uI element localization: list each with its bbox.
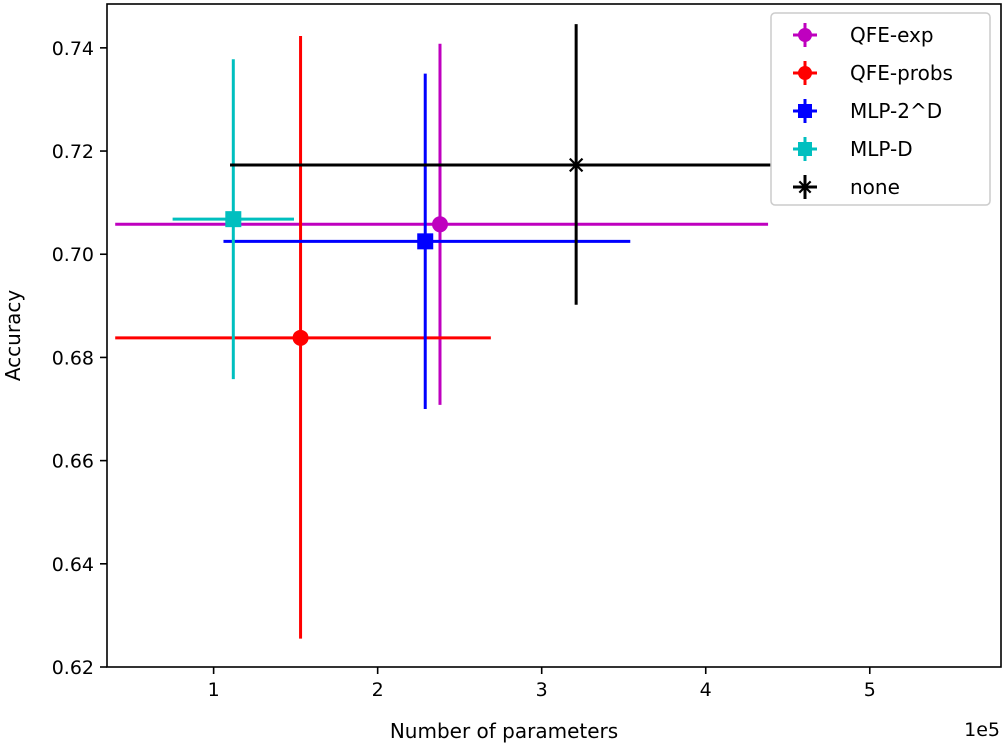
data-point-0 (431, 216, 448, 233)
axes: 1 2 3 4 5 0.62 0.64 0.66 0.68 0.70 0.72 0.74 (52, 3, 1002, 701)
legend-marker-0 (798, 28, 812, 42)
legend-entry-0: QFE-exp (793, 23, 934, 47)
legend-label-1: QFE-probs (850, 61, 953, 85)
data-point-1 (292, 329, 309, 346)
y-tick-label-1: 0.64 (52, 554, 94, 576)
legend-marker-2 (798, 104, 812, 118)
x-tick-label-0: 1 (208, 679, 220, 701)
data-point-4 (567, 155, 586, 174)
x-axis-label: Number of parameters (390, 719, 618, 743)
y-tick-label-4: 0.70 (52, 244, 94, 266)
series-3 (172, 59, 295, 380)
data-point-3 (225, 211, 242, 228)
y-tick-label-3: 0.68 (52, 347, 94, 369)
legend-entry-1: QFE-probs (793, 61, 953, 85)
legend-entry-4: none (793, 175, 900, 199)
legend-marker-1 (798, 66, 812, 80)
plot-frame (106, 3, 1002, 668)
legend-label-0: QFE-exp (850, 23, 934, 47)
y-axis-label: Accuracy (1, 290, 25, 381)
x-tick-label-4: 5 (864, 679, 876, 701)
x-tick-label-2: 3 (536, 679, 548, 701)
y-tick-label-0: 0.62 (52, 657, 94, 679)
x-tick-label-3: 4 (700, 679, 712, 701)
series-0 (115, 43, 769, 405)
x-axis-offset-label: 1e5 (964, 719, 1000, 741)
legend-label-4: none (850, 175, 900, 199)
legend-entry-3: MLP-D (793, 137, 913, 161)
legend: QFE-exp QFE-probs MLP-2^D MLP-D none (770, 12, 991, 206)
y-tick-label-5: 0.72 (52, 141, 94, 163)
legend-marker-4 (797, 179, 813, 195)
series-2 (223, 73, 631, 410)
series-1 (115, 35, 491, 639)
plot-area (115, 24, 924, 639)
data-point-2 (417, 233, 434, 250)
x-tick-label-1: 2 (372, 679, 384, 701)
legend-label-3: MLP-D (850, 137, 913, 161)
y-tick-label-2: 0.66 (52, 451, 94, 473)
legend-label-2: MLP-2^D (850, 99, 942, 123)
legend-marker-3 (798, 142, 812, 156)
legend-entry-2: MLP-2^D (793, 99, 942, 123)
legend-box (770, 12, 991, 206)
y-tick-label-6: 0.74 (52, 38, 94, 60)
